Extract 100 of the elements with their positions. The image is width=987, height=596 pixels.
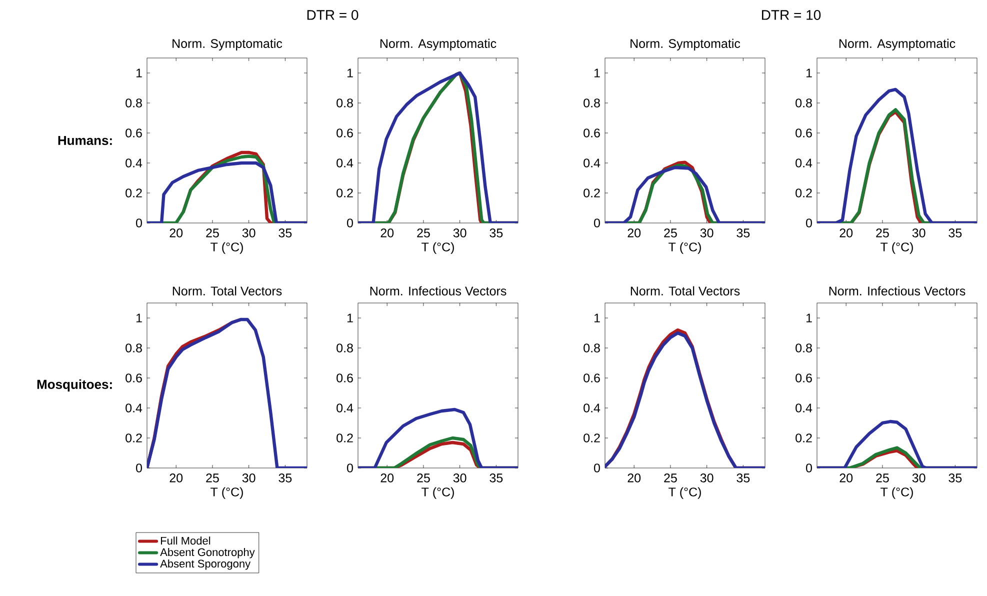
x-tick-label: 25 <box>417 474 430 482</box>
x-axis-title: T (°C) <box>422 487 454 499</box>
y-tick-label: 0.4 <box>584 404 600 412</box>
y-tick-label: 0.4 <box>336 158 354 168</box>
y-tick-label: 1 <box>806 314 812 322</box>
chart-title: Norm. Asymptomatic <box>380 38 496 50</box>
x-tick-label: 25 <box>876 474 889 482</box>
y-tick-label: 0 <box>594 218 600 228</box>
x-axis-title: T (°C) <box>880 242 913 254</box>
text: DTR = 0 <box>307 10 358 20</box>
y-tick-label: 0.2 <box>126 434 142 442</box>
legend-label: Full Model <box>160 536 210 545</box>
y-tick-label: 0.6 <box>126 374 142 382</box>
chart-title: Norm. Infectious Vectors <box>370 286 506 296</box>
x-tick-label: 25 <box>664 474 677 482</box>
y-tick-label: 0.8 <box>796 344 812 352</box>
y-tick-label: 0.2 <box>126 188 142 198</box>
x-tick-label: 35 <box>278 228 292 238</box>
x-tick-label: 35 <box>736 474 750 482</box>
text: DTR = 10 <box>762 10 821 20</box>
x-tick-label: 20 <box>840 474 853 482</box>
y-tick-label: 0.2 <box>584 188 600 198</box>
y-tick-label: 1 <box>347 314 353 322</box>
y-tick-label: 0.4 <box>796 404 812 412</box>
x-tick-label: 35 <box>736 228 750 238</box>
chart-title: Norm. Asymptomatic <box>839 38 956 50</box>
y-tick-label: 0.4 <box>126 404 142 412</box>
x-tick-label: 30 <box>700 474 714 482</box>
x-tick-label: 35 <box>490 228 503 238</box>
x-tick-label: 20 <box>380 474 394 482</box>
y-tick-label: 0 <box>136 218 142 228</box>
y-tick-label: 0.2 <box>336 188 353 198</box>
x-axis-title: T (°C) <box>422 242 454 254</box>
y-tick-label: 0.6 <box>796 128 812 138</box>
y-tick-label: 0.4 <box>126 158 142 168</box>
x-tick-label: 25 <box>206 228 219 238</box>
chart-title: Norm. Symptomatic <box>630 38 740 50</box>
y-tick-label: 0 <box>347 218 353 228</box>
y-tick-label: 0.8 <box>584 344 600 352</box>
chart-title: Norm. Total Vectors <box>630 286 740 296</box>
y-tick-label: 0.8 <box>126 344 142 352</box>
x-axis-title: T (°C) <box>880 487 913 499</box>
y-tick-label: 0 <box>594 464 600 472</box>
x-tick-label: 35 <box>278 474 292 482</box>
x-tick-label: 35 <box>490 474 503 482</box>
y-tick-label: 0.6 <box>796 374 812 382</box>
x-axis-title: T (°C) <box>668 487 701 499</box>
line-series <box>817 420 977 468</box>
y-tick-label: 0.4 <box>796 158 812 168</box>
y-tick-label: 0.6 <box>336 128 353 138</box>
x-tick-label: 20 <box>170 474 183 482</box>
y-tick-label: 0.6 <box>336 374 353 382</box>
x-tick-label: 35 <box>948 474 962 482</box>
x-tick-label: 20 <box>840 228 853 238</box>
x-tick-label: 30 <box>912 228 926 238</box>
y-tick-label: 0.2 <box>336 434 353 442</box>
chart-title: Norm. Total Vectors <box>172 286 282 296</box>
y-axis-title: Mosquitoes: <box>37 379 112 392</box>
y-tick-label: 0.8 <box>336 98 353 108</box>
y-tick-label: 0.2 <box>796 434 812 442</box>
y-tick-label: 0.4 <box>584 158 600 168</box>
y-tick-label: 1 <box>136 314 142 322</box>
x-tick-label: 30 <box>453 474 466 482</box>
y-axis-title: Humans: <box>58 136 112 146</box>
x-tick-label: 30 <box>242 228 256 238</box>
line-series <box>358 408 518 468</box>
y-tick-label: 0.8 <box>584 98 600 108</box>
x-tick-label: 20 <box>170 228 183 238</box>
y-tick-label: 0 <box>806 464 812 472</box>
y-tick-label: 1 <box>594 68 600 78</box>
x-tick-label: 25 <box>876 228 889 238</box>
x-axis-title: T (°C) <box>210 487 243 499</box>
y-tick-label: 0 <box>806 218 812 228</box>
x-tick-label: 25 <box>664 228 677 238</box>
y-tick-label: 0.6 <box>584 374 600 382</box>
x-tick-label: 20 <box>628 228 641 238</box>
chart-title: Norm. Symptomatic <box>172 38 282 50</box>
x-tick-label: 25 <box>417 228 430 238</box>
y-tick-label: 0 <box>136 464 142 472</box>
y-tick-label: 1 <box>136 68 142 78</box>
x-tick-label: 30 <box>912 474 926 482</box>
y-tick-label: 1 <box>347 68 353 78</box>
legend-label: Absent Gonotrophy <box>160 548 255 558</box>
chart-title: Norm. Infectious Vectors <box>829 286 966 296</box>
y-tick-label: 0.8 <box>126 98 142 108</box>
y-tick-label: 0.6 <box>584 128 600 138</box>
y-tick-label: 0.2 <box>584 434 600 442</box>
x-tick-label: 30 <box>700 228 714 238</box>
x-tick-label: 25 <box>206 474 219 482</box>
line-series <box>817 88 977 223</box>
legend-label: Absent Sporogony <box>160 559 251 570</box>
x-tick-label: 30 <box>242 474 256 482</box>
y-tick-label: 0 <box>347 464 353 472</box>
y-tick-label: 0.8 <box>336 344 353 352</box>
y-tick-label: 0.4 <box>336 404 354 412</box>
y-tick-label: 1 <box>806 68 812 78</box>
x-tick-label: 30 <box>453 228 466 238</box>
x-tick-label: 35 <box>948 228 962 238</box>
y-tick-label: 1 <box>594 314 600 322</box>
y-tick-label: 0.2 <box>796 188 812 198</box>
